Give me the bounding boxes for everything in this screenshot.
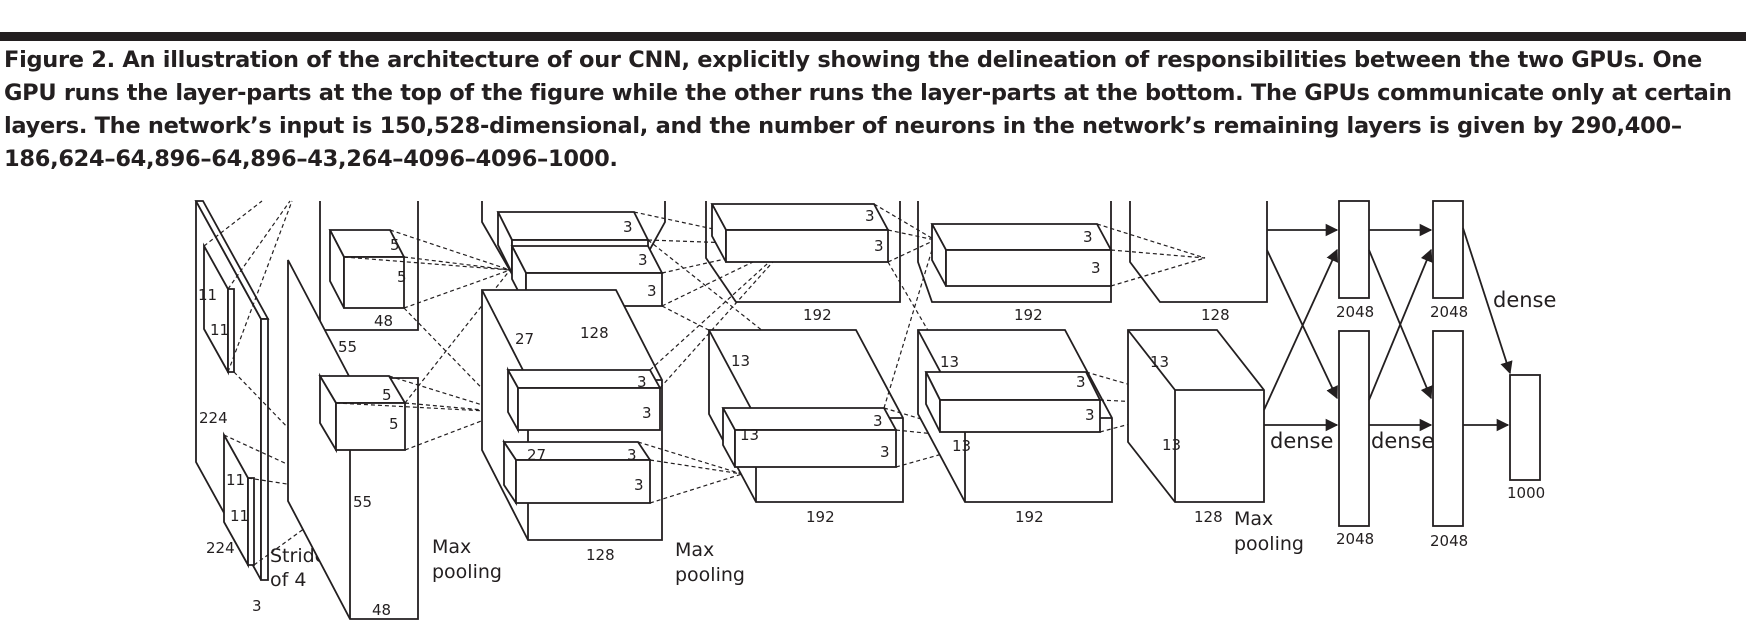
conv1-bottom-size: 55 (353, 493, 372, 511)
conv4-bottom-size: 13 (952, 437, 971, 455)
conv1-bottom-kernel-a: 5 (382, 386, 392, 404)
stride-label-1: Stride (270, 545, 326, 567)
pool5-label-2: pooling (1234, 533, 1304, 555)
stride-label-2: of 4 (270, 569, 306, 591)
input-kernel-bottom-w: 11 (230, 507, 249, 525)
pool2-label-1: Max (675, 539, 714, 561)
top-rule (0, 32, 1746, 41)
conv3-bottom-kernel-b: 3 (880, 443, 890, 461)
conv4-top-kernel-b: 3 (1091, 259, 1101, 277)
fc6-top-size: 2048 (1336, 303, 1374, 321)
conv1-top-size: 55 (338, 338, 357, 356)
conv1-top-kernel-a: 5 (390, 236, 400, 254)
conv4-top (917, 201, 1113, 303)
conv5-top-depth: 128 (1201, 306, 1230, 324)
figure-caption: Figure 2. An illustration of the archite… (4, 47, 1732, 172)
conv2-top-depth: 128 (580, 324, 609, 342)
conv1-bottom-depth: 48 (372, 601, 391, 619)
pool5-label-1: Max (1234, 508, 1273, 530)
conv4-bottom-kernel-b: 3 (1085, 406, 1095, 424)
pool2-label-2: pooling (675, 564, 745, 586)
conv5-bottom (1127, 329, 1265, 503)
conv2-bottom-kernel-d: 3 (634, 476, 644, 494)
conv3-top-kernel-b: 3 (874, 237, 884, 255)
conv3-top-size: 13 (731, 352, 750, 370)
conv2-top-size: 27 (515, 330, 534, 348)
conv4-bottom (917, 329, 1113, 503)
conv2-bottom-kernel-a: 3 (637, 373, 647, 391)
conv2-bottom-kernel-c: 3 (627, 446, 637, 464)
conv2-top-kernel-b: 3 (638, 251, 648, 269)
fc6 (1338, 200, 1370, 527)
conv3-bottom-kernel-a: 3 (873, 412, 883, 430)
conv1-top-depth: 48 (374, 312, 393, 330)
conv2-bottom-kernel-b: 3 (642, 404, 652, 422)
dense-label-2: dense (1371, 429, 1434, 453)
conv3-bottom-size: 13 (740, 426, 759, 444)
fc7 (1432, 200, 1464, 527)
fc7-bottom-size: 2048 (1430, 532, 1468, 550)
conv3-top-kernel-a: 3 (865, 207, 875, 225)
dense-label-3: dense (1493, 288, 1556, 312)
input-kernel-bottom-h: 11 (226, 471, 245, 489)
conv2-top-kernel-c: 3 (647, 282, 657, 300)
pool1-label-1: Max (432, 536, 471, 558)
conv4-bottom-depth: 192 (1015, 508, 1044, 526)
pool1-label-2: pooling (432, 561, 502, 583)
conv5-top (1129, 201, 1268, 303)
conv4-top-depth: 192 (1014, 306, 1043, 324)
conv5-top-size: 13 (1150, 353, 1169, 371)
input-kernel-top-h: 11 (198, 286, 217, 304)
conv1-top-kernel-b: 5 (397, 268, 407, 286)
fc8-output (1509, 374, 1541, 481)
conv1-top (319, 201, 419, 331)
fc7-top-size: 2048 (1430, 303, 1468, 321)
output-size: 1000 (1507, 484, 1545, 502)
conv4-top-kernel-a: 3 (1083, 228, 1093, 246)
conv5-bottom-size: 13 (1162, 436, 1181, 454)
conv2-top-kernel-a: 3 (623, 218, 633, 236)
input-height: 224 (199, 409, 228, 427)
dense-label-1: dense (1270, 429, 1333, 453)
conv3-top-depth: 192 (803, 306, 832, 324)
conv1-bottom-kernel-b: 5 (389, 415, 399, 433)
input-depth: 3 (252, 597, 262, 615)
conv3-top (705, 201, 901, 303)
conv5-bottom-depth: 128 (1194, 508, 1223, 526)
conv3-bottom-depth: 192 (806, 508, 835, 526)
fc-connections (1263, 223, 1513, 432)
conv4-bottom-kernel-a: 3 (1076, 373, 1086, 391)
conv3-bottom (708, 329, 904, 503)
input-kernel-top-w: 11 (210, 321, 229, 339)
conv4-top-size: 13 (940, 353, 959, 371)
conv2-bottom (481, 289, 663, 541)
input-layer (194, 200, 270, 581)
fc6-bottom-size: 2048 (1336, 530, 1374, 548)
conv1-bottom (287, 259, 419, 620)
conv2-bottom-size: 27 (527, 446, 546, 464)
conv2-bottom-depth: 128 (586, 546, 615, 564)
input-width: 224 (206, 539, 235, 557)
